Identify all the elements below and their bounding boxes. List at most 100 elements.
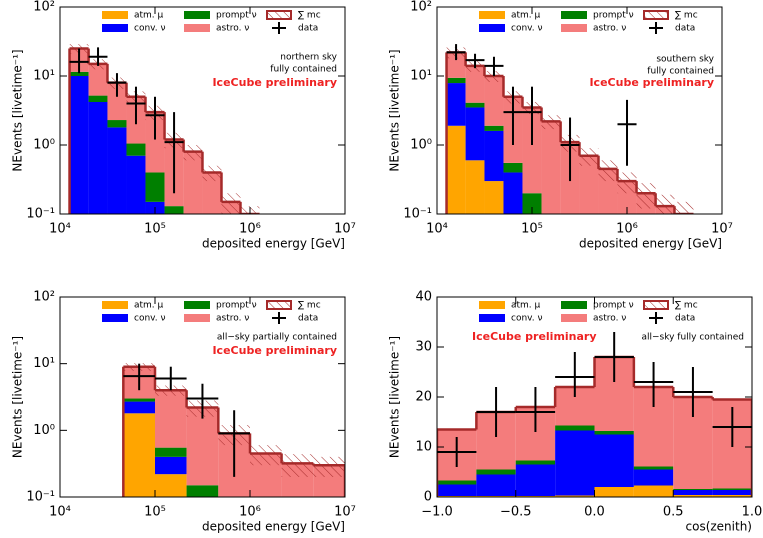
- legend-label: conv. ν: [134, 24, 166, 34]
- y-tick-label: 10²: [33, 0, 55, 15]
- stack-segment: [155, 474, 187, 497]
- mc-uncertainty: [221, 193, 241, 214]
- legend-label: atm. μ: [134, 301, 164, 311]
- stack-segment: [155, 447, 187, 457]
- stack-segment: [107, 127, 127, 214]
- stack-segment: [712, 490, 752, 495]
- x-tick-label: 10⁷: [334, 222, 356, 237]
- stack-segment: [184, 235, 203, 262]
- stack-segment: [465, 65, 485, 103]
- stack-segment: [633, 466, 674, 470]
- y-tick-label: 0: [424, 490, 432, 505]
- x-tick-label: 10⁷: [334, 505, 356, 520]
- y-tick-label: 10⁻¹: [26, 207, 55, 222]
- legend-swatch: [102, 314, 128, 322]
- legend-label: astro. ν: [216, 24, 249, 34]
- legend-swatch: [479, 11, 505, 19]
- stack-segment: [484, 130, 504, 182]
- stack-segment: [712, 488, 752, 490]
- plot-frame: [59, 296, 346, 498]
- stack-segment: [555, 495, 595, 497]
- stack-segment: [446, 77, 466, 84]
- y-tick-label: 10¹: [410, 69, 432, 84]
- x-tick-label: 10⁵: [521, 222, 543, 237]
- brand-label: IceCube preliminary: [589, 76, 714, 89]
- legend-label: atm. μ: [134, 11, 164, 21]
- legend-label: atm. μ: [511, 301, 541, 311]
- stack-segment: [542, 221, 561, 250]
- legend-label: data: [675, 314, 695, 324]
- mc-uncertainty: [313, 456, 345, 477]
- stack-segment: [107, 82, 127, 121]
- stack-segment: [465, 160, 485, 214]
- legend-swatch: [643, 300, 669, 310]
- stack-segment: [145, 112, 165, 173]
- stack-segment: [515, 464, 556, 496]
- x-tick-label: −1.0: [421, 505, 453, 520]
- stack-segment: [437, 480, 477, 485]
- legend-label: ∑ mc: [298, 11, 321, 21]
- y-axis-label: NEvents [livetime⁻¹]: [388, 49, 402, 171]
- y-tick-label: 10⁻¹: [403, 207, 432, 222]
- legend-label: data: [675, 24, 695, 34]
- plot-area: [68, 44, 260, 262]
- stack-segment: [673, 489, 713, 490]
- y-tick-label: 10⁰: [410, 138, 432, 153]
- x-axis-label: deposited energy [GeV]: [202, 520, 345, 534]
- stack-segment: [673, 490, 713, 495]
- plot-area: [445, 44, 694, 283]
- legend-swatch: [561, 24, 587, 32]
- annotation: all−sky fully contained: [641, 333, 744, 343]
- stack-segment: [88, 95, 108, 102]
- legend-label: conv. ν: [511, 24, 543, 34]
- mc-uncertainty: [250, 445, 282, 466]
- legend-swatch: [266, 10, 292, 20]
- legend-swatch: [184, 301, 210, 309]
- stack-segment: [145, 172, 165, 202]
- y-tick-label: 10¹: [33, 356, 55, 371]
- legend-label: prompt ν: [216, 301, 257, 311]
- legend-swatch: [184, 314, 210, 322]
- stack-segment: [561, 250, 580, 283]
- y-axis-label: NEvents [livetime⁻¹]: [11, 49, 25, 171]
- brand-label: IceCube preliminary: [212, 344, 337, 357]
- stack-segment: [437, 484, 477, 496]
- stack-segment: [465, 107, 485, 161]
- x-axis-label: deposited energy [GeV]: [202, 237, 345, 251]
- stack-segment: [240, 214, 259, 219]
- stack-segment: [555, 430, 595, 496]
- mc-uncertainty: [674, 201, 694, 214]
- brand-label: IceCube preliminary: [472, 330, 597, 343]
- stack-segment: [107, 120, 127, 128]
- legend-swatch: [184, 11, 210, 19]
- plot-frame: [436, 6, 723, 215]
- stack-segment: [594, 487, 634, 497]
- x-axis-label: deposited energy [GeV]: [579, 237, 722, 251]
- stack-segment: [155, 456, 187, 475]
- legend-label: conv. ν: [511, 314, 543, 324]
- mc-uncertainty: [281, 454, 314, 477]
- legend-label: ∑ mc: [675, 11, 698, 21]
- y-tick-label: 10⁰: [33, 423, 55, 438]
- x-tick-label: −0.5: [500, 505, 532, 520]
- legend-label: ∑ mc: [298, 301, 321, 311]
- x-tick-label: 0.0: [584, 505, 605, 520]
- stack-segment: [673, 495, 713, 497]
- legend-swatch: [479, 301, 505, 309]
- stack-segment: [123, 401, 155, 414]
- legend-label: atm. μ: [511, 11, 541, 21]
- brand-label: IceCube preliminary: [212, 76, 337, 89]
- annotation: fully contained: [647, 67, 714, 77]
- stack-segment: [69, 76, 89, 214]
- stack-segment: [503, 162, 523, 173]
- annotation: all−sky partially contained: [217, 333, 337, 343]
- annotation: fully contained: [270, 65, 337, 75]
- stack-segment: [522, 193, 542, 214]
- stack-segment: [633, 485, 674, 497]
- legend-label: astro. ν: [216, 314, 249, 324]
- legend-label: conv. ν: [134, 314, 166, 324]
- legend-swatch: [561, 301, 587, 309]
- x-axis-label: cos(zenith): [686, 520, 753, 534]
- legend-swatch: [184, 24, 210, 32]
